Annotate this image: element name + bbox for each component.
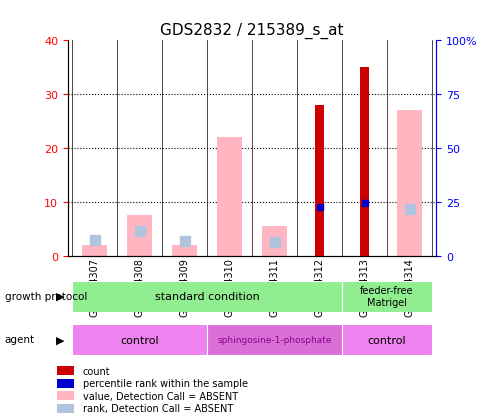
Bar — [57, 379, 74, 388]
Bar — [207, 324, 341, 355]
Text: sphingosine-1-phosphate: sphingosine-1-phosphate — [217, 335, 331, 344]
Bar — [360, 68, 368, 256]
Text: ▶: ▶ — [56, 335, 64, 344]
Bar — [172, 245, 197, 256]
Text: control: control — [367, 335, 406, 345]
Text: percentile rank within the sample: percentile rank within the sample — [82, 378, 247, 388]
Bar — [315, 106, 323, 256]
Text: standard condition: standard condition — [154, 291, 259, 301]
Bar — [261, 226, 287, 256]
Text: count: count — [82, 366, 110, 376]
Text: feeder-free
Matrigel: feeder-free Matrigel — [360, 285, 413, 307]
Text: growth protocol: growth protocol — [5, 291, 87, 301]
Text: agent: agent — [5, 335, 35, 344]
Text: rank, Detection Call = ABSENT: rank, Detection Call = ABSENT — [82, 403, 232, 413]
Bar — [82, 245, 107, 256]
Bar — [341, 281, 431, 312]
Text: control: control — [120, 335, 159, 345]
Bar — [341, 324, 431, 355]
Bar — [127, 216, 152, 256]
Bar — [217, 138, 242, 256]
Bar — [57, 404, 74, 413]
Bar — [72, 281, 341, 312]
Title: GDS2832 / 215389_s_at: GDS2832 / 215389_s_at — [160, 22, 343, 38]
Text: value, Detection Call = ABSENT: value, Detection Call = ABSENT — [82, 391, 237, 401]
Bar — [57, 391, 74, 400]
Bar — [396, 111, 421, 256]
Bar — [57, 366, 74, 375]
Text: ▶: ▶ — [56, 291, 64, 301]
Bar — [72, 324, 207, 355]
